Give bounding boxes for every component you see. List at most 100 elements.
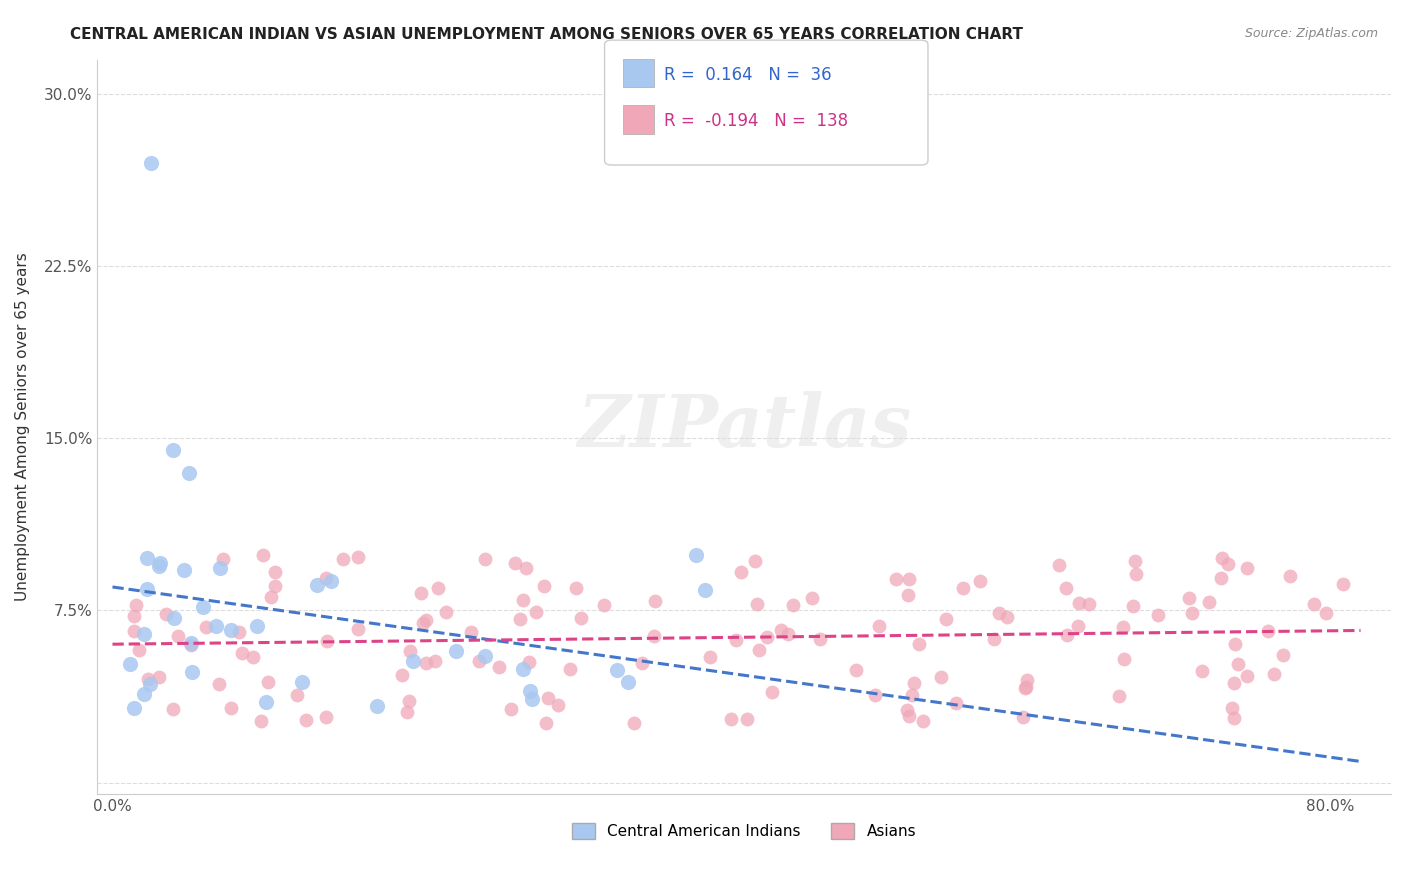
Point (952, 582, 974, 596)
Point (180, 638, 202, 652)
Point (1236, 669, 1258, 683)
Point (136, 550, 159, 565)
Point (699, 650, 721, 665)
Point (801, 591, 824, 606)
Point (730, 565, 752, 579)
Point (1056, 628, 1078, 642)
Point (1112, 620, 1135, 634)
Point (139, 677, 162, 691)
Point (167, 629, 190, 643)
Point (782, 599, 804, 613)
Point (128, 643, 150, 657)
Point (346, 550, 368, 565)
Point (264, 579, 287, 593)
Point (139, 156, 162, 170)
Point (1198, 595, 1220, 609)
Point (1017, 673, 1039, 687)
Point (398, 694, 420, 708)
Text: R =  0.164   N =  36: R = 0.164 N = 36 (664, 66, 831, 84)
Point (256, 675, 278, 690)
Point (395, 705, 418, 719)
Point (1303, 598, 1326, 612)
Point (254, 695, 277, 709)
Point (865, 689, 887, 703)
Point (522, 692, 544, 706)
Point (231, 646, 253, 660)
Point (945, 696, 967, 710)
Point (346, 623, 368, 637)
Point (332, 552, 354, 566)
Point (136, 672, 159, 686)
Point (125, 598, 148, 612)
Point (1315, 607, 1337, 621)
Point (321, 574, 343, 588)
Point (423, 655, 446, 669)
Point (1211, 571, 1233, 585)
Point (391, 667, 413, 681)
Point (1236, 560, 1258, 574)
Point (896, 703, 918, 717)
Point (136, 582, 159, 596)
Point (569, 611, 592, 625)
Point (412, 616, 434, 631)
Point (512, 661, 534, 675)
Point (1222, 701, 1244, 715)
Point (1271, 648, 1294, 662)
Point (725, 633, 748, 648)
Point (769, 623, 792, 637)
Point (901, 688, 924, 702)
Point (315, 710, 337, 724)
Point (249, 714, 271, 728)
Point (474, 649, 496, 664)
Point (191, 600, 214, 615)
Point (897, 572, 920, 586)
Point (242, 649, 264, 664)
Point (808, 632, 831, 646)
Point (1279, 569, 1302, 583)
Point (565, 581, 588, 595)
Point (897, 588, 920, 602)
Point (512, 593, 534, 607)
Point (644, 594, 666, 608)
Point (1067, 619, 1090, 633)
Point (246, 619, 269, 633)
Point (118, 657, 141, 671)
Point (148, 558, 170, 573)
Point (501, 702, 523, 716)
Point (685, 548, 707, 562)
Point (155, 607, 177, 621)
Point (1067, 596, 1090, 610)
Point (460, 624, 482, 639)
Point (1211, 550, 1233, 565)
Point (307, 578, 329, 592)
Point (474, 552, 496, 566)
Point (884, 572, 907, 586)
Point (1112, 652, 1135, 666)
Point (134, 627, 156, 641)
Point (983, 632, 1005, 646)
Point (534, 715, 557, 730)
Point (208, 560, 231, 574)
Point (1054, 582, 1077, 596)
Point (1257, 624, 1279, 638)
Point (162, 702, 184, 716)
Point (903, 676, 925, 690)
Point (593, 599, 616, 613)
Point (180, 665, 202, 679)
Point (1181, 607, 1204, 621)
Point (488, 660, 510, 674)
Point (558, 662, 581, 676)
Point (134, 687, 156, 701)
Point (264, 565, 287, 579)
Point (402, 655, 425, 669)
Point (756, 630, 779, 644)
Point (509, 612, 531, 626)
Point (398, 644, 420, 658)
Point (163, 610, 186, 624)
Point (744, 554, 766, 568)
Point (778, 626, 800, 640)
Point (148, 670, 170, 684)
Point (617, 674, 640, 689)
Point (316, 633, 339, 648)
Point (219, 623, 242, 637)
